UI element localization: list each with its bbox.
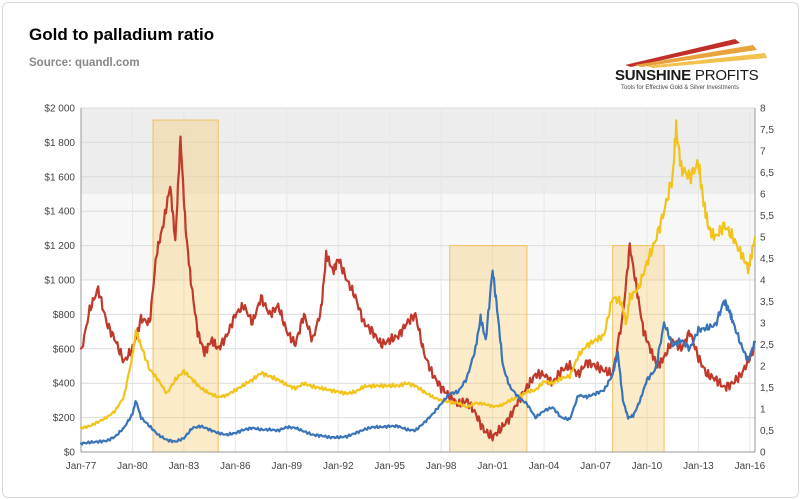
y-right-tick-label: 6 bbox=[760, 190, 766, 201]
x-tick-label: Jan-89 bbox=[272, 461, 303, 472]
y-right-tick-label: 3,5 bbox=[760, 297, 774, 308]
x-tick-label: Jan-77 bbox=[66, 461, 97, 472]
highlight-region bbox=[152, 119, 219, 453]
y-right-tick-label: 0 bbox=[760, 448, 766, 459]
logo-swoosh-icon bbox=[625, 39, 767, 68]
y-right-tick-label: 4 bbox=[760, 276, 766, 287]
chart-title: Gold to palladium ratio bbox=[29, 25, 215, 44]
y-left-tick-label: $1 600 bbox=[44, 172, 75, 183]
series-line bbox=[79, 119, 757, 430]
x-tick-label: Jan-83 bbox=[169, 461, 200, 472]
series-line bbox=[79, 269, 757, 446]
x-tick-label: Jan-98 bbox=[426, 461, 457, 472]
logo-name-bold: SUNSHINE bbox=[615, 67, 691, 84]
y-left-tick-label: $1 400 bbox=[44, 207, 75, 218]
background-band bbox=[81, 108, 755, 194]
x-tick-label: Jan-07 bbox=[580, 461, 611, 472]
y-left-tick-label: $0 bbox=[64, 448, 76, 459]
source-note: Source: quandl.com bbox=[29, 57, 140, 69]
background-band bbox=[81, 194, 755, 280]
highlight-region bbox=[612, 245, 665, 453]
x-tick-label: Jan-04 bbox=[529, 461, 560, 472]
y-left-tick-label: $400 bbox=[53, 379, 76, 390]
y-right-tick-label: 7,5 bbox=[760, 125, 774, 136]
y-right-tick-label: 7 bbox=[760, 147, 766, 158]
series-line bbox=[79, 135, 755, 442]
y-right-tick-label: 4,5 bbox=[760, 254, 774, 265]
x-tick-label: Jan-95 bbox=[374, 461, 405, 472]
x-tick-label: Jan-01 bbox=[477, 461, 508, 472]
y-right-tick-label: 2,5 bbox=[760, 340, 774, 351]
y-right-tick-label: 8 bbox=[760, 104, 766, 115]
sunshine-profits-logo: SUNSHINE PROFITS Tools for Effective Gol… bbox=[615, 31, 775, 95]
x-tick-label: Jan-10 bbox=[632, 461, 663, 472]
y-left-tick-label: $800 bbox=[53, 310, 76, 321]
x-tick-label: Jan-13 bbox=[683, 461, 714, 472]
y-right-tick-label: 3 bbox=[760, 319, 766, 330]
y-right-tick-label: 1 bbox=[760, 405, 766, 416]
y-left-tick-label: $1 200 bbox=[44, 241, 75, 252]
logo-name-regular: PROFITS bbox=[690, 67, 759, 84]
x-tick-label: Jan-16 bbox=[735, 461, 766, 472]
logo-wordmark: SUNSHINE PROFITS bbox=[615, 67, 759, 84]
y-right-tick-label: 5 bbox=[760, 233, 766, 244]
y-right-tick-label: 0,5 bbox=[760, 426, 774, 437]
y-right-tick-label: 6,5 bbox=[760, 168, 774, 179]
highlight-region bbox=[449, 245, 528, 453]
y-left-tick-label: $200 bbox=[53, 413, 76, 424]
y-right-tick-label: 1,5 bbox=[760, 383, 774, 394]
x-tick-label: Jan-80 bbox=[117, 461, 148, 472]
x-tick-label: Jan-86 bbox=[220, 461, 251, 472]
y-left-tick-label: $1 000 bbox=[44, 276, 75, 287]
x-tick-label: Jan-92 bbox=[323, 461, 354, 472]
logo-tagline: Tools for Effective Gold & Silver Invest… bbox=[621, 85, 739, 91]
y-right-tick-label: 2 bbox=[760, 362, 766, 373]
y-right-tick-label: 5,5 bbox=[760, 211, 774, 222]
y-left-tick-label: $600 bbox=[53, 344, 76, 355]
y-left-tick-label: $2 000 bbox=[44, 104, 75, 115]
y-left-tick-label: $1 800 bbox=[44, 138, 75, 149]
